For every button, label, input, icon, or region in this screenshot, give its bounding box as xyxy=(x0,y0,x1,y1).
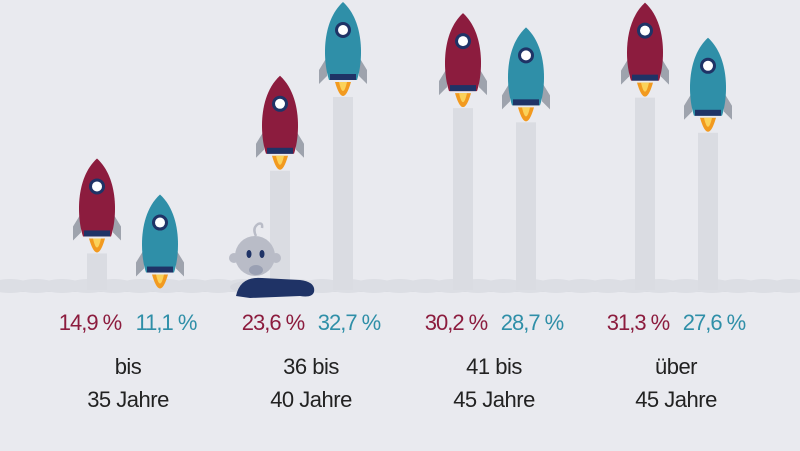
category-label: 41 bis 45 Jahre xyxy=(414,350,574,416)
category-line2: 45 Jahre xyxy=(635,387,717,412)
rocket-teal-2 xyxy=(502,27,550,290)
smoke-trail xyxy=(698,132,718,290)
value-label-red: 14,9 % xyxy=(58,310,122,335)
category-line1: 41 bis xyxy=(466,354,522,379)
category-line1: über xyxy=(654,354,698,379)
value-label-teal: 32,7 % xyxy=(317,310,381,335)
value-label-red: 30,2 % xyxy=(424,310,488,335)
rocket-bar xyxy=(626,2,664,81)
category-label: 36 bis 40 Jahre xyxy=(231,350,391,416)
smoke-trail xyxy=(516,122,536,290)
category-line2: 40 Jahre xyxy=(270,387,352,412)
rocket-red-0 xyxy=(73,158,121,290)
category-line2: 45 Jahre xyxy=(453,387,535,412)
smoke-trail xyxy=(270,170,290,290)
value-label-teal: 27,6 % xyxy=(682,310,746,335)
category-line2: 35 Jahre xyxy=(87,387,169,412)
rocket-red-2 xyxy=(439,13,487,290)
rocket-bar xyxy=(507,27,545,106)
category-line1: bis xyxy=(114,354,142,379)
category-line1: 36 bis xyxy=(283,354,339,379)
smoke-trail xyxy=(453,108,473,290)
smoke-trail xyxy=(635,97,655,291)
rocket-teal-3 xyxy=(684,37,732,290)
rocket-teal-1 xyxy=(319,2,367,290)
rocket-bar xyxy=(444,13,482,92)
value-label-red: 23,6 % xyxy=(241,310,305,335)
category-label: bis 35 Jahre xyxy=(48,350,208,416)
rocket-bar xyxy=(261,75,299,154)
baby-icon xyxy=(229,222,315,298)
rocket-bar xyxy=(324,2,362,80)
rocket-bar xyxy=(141,194,179,273)
value-label-red: 31,3 % xyxy=(606,310,670,335)
smoke-ground xyxy=(0,279,800,293)
value-label-teal: 11,1 % xyxy=(135,310,198,335)
value-label-teal: 28,7 % xyxy=(500,310,564,335)
rocket-red-3 xyxy=(621,2,669,291)
rocket-bar xyxy=(689,37,727,116)
rocket-teal-0 xyxy=(136,194,184,290)
smoke-trail xyxy=(333,97,353,290)
category-label: über 45 Jahre xyxy=(596,350,756,416)
smoke-trail xyxy=(87,253,107,290)
rocket-bar xyxy=(78,158,116,237)
